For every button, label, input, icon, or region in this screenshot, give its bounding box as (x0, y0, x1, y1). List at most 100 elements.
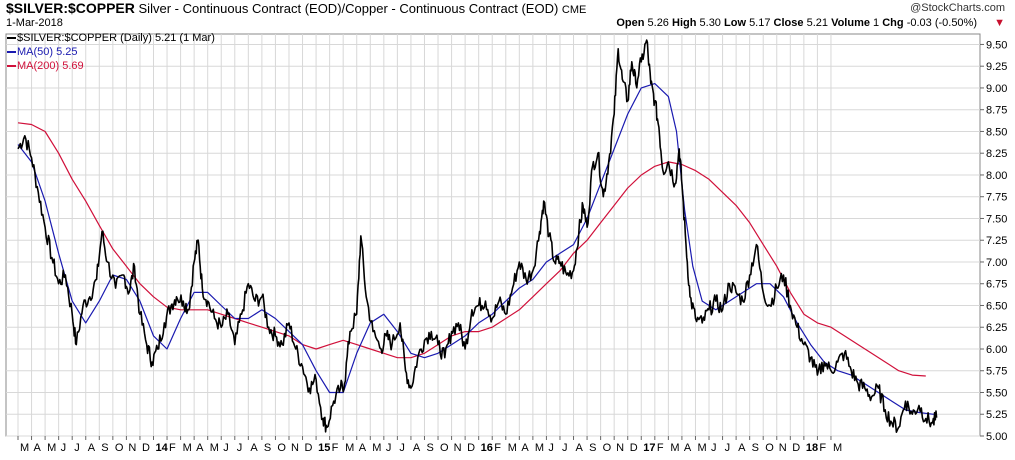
x-tick-label: 16 (481, 442, 493, 454)
y-tick-label: 8.00 (986, 170, 1007, 182)
y-tick-label: 6.50 (986, 300, 1007, 312)
x-tick-label: O (115, 442, 124, 454)
y-tick-label: 6.25 (986, 322, 1007, 334)
x-tick-label: M (20, 442, 29, 454)
x-tick-label: F (657, 442, 664, 454)
y-tick-label: 9.25 (986, 61, 1007, 73)
close-value: 5.21 (806, 17, 828, 29)
x-tick-label: J (237, 442, 243, 454)
y-tick-label: 7.00 (986, 257, 1007, 269)
y-tick-label: 6.75 (986, 279, 1007, 291)
x-tick-label: O (603, 442, 612, 454)
volume-value: 1 (873, 17, 880, 29)
legend-ma200-label: MA(200) 5.69 (17, 60, 84, 72)
high-label: High (672, 17, 697, 29)
legend-price-label: $SILVER:$COPPER (Daily) 5.21 (1 Mar) (17, 32, 215, 44)
x-tick-label: M (670, 442, 679, 454)
x-tick-label: A (413, 442, 421, 454)
x-tick-label: F (169, 442, 176, 454)
y-tick-label: 8.50 (986, 126, 1007, 138)
x-tick-label: F (332, 442, 339, 454)
x-tick-label: A (34, 442, 42, 454)
x-tick-label: N (616, 442, 624, 454)
x-tick-label: A (196, 442, 204, 454)
x-tick-label: N (454, 442, 462, 454)
legend-ma50: MA(50) 5.25 (7, 46, 78, 58)
x-tick-label: M (697, 442, 706, 454)
legend-ma200: MA(200) 5.69 (7, 60, 84, 72)
price-line (17, 39, 938, 433)
x-tick-label: S (426, 442, 433, 454)
legend-price: $SILVER:$COPPER (Daily) 5.21 (1 Mar) (7, 32, 215, 44)
series-layer (17, 39, 938, 433)
y-tick-label: 5.25 (986, 409, 1007, 421)
y-tick-label: 7.75 (986, 192, 1007, 204)
x-tick-label: M (508, 442, 517, 454)
y-tick-label: 5.50 (986, 387, 1007, 399)
x-tick-label: D (630, 442, 638, 454)
close-label: Close (773, 17, 804, 29)
x-tick-label: J (386, 442, 392, 454)
chg-down-arrow-icon: ▼ (994, 17, 1005, 29)
x-tick-label: J (725, 442, 731, 454)
x-tick-label: F (494, 442, 501, 454)
x-tick-label: A (359, 442, 367, 454)
open-label: Open (616, 17, 645, 29)
high-value: 5.30 (699, 17, 721, 29)
x-tick-label: D (792, 442, 800, 454)
plot-frame (5, 33, 981, 437)
x-tick-label: D (305, 442, 313, 454)
x-tick-label: N (291, 442, 299, 454)
chart-header: $SILVER:$COPPER Silver - Continuous Cont… (6, 0, 586, 16)
y-tick-label: 8.75 (986, 105, 1007, 117)
y-tick-label: 6.00 (986, 344, 1007, 356)
volume-label: Volume (831, 17, 870, 29)
chart-symbol: $SILVER:$COPPER (6, 0, 135, 16)
legend-ma50-label: MA(50) 5.25 (17, 46, 78, 58)
x-tick-label: D (142, 442, 150, 454)
x-tick-label: 14 (155, 442, 168, 454)
x-tick-label: J (61, 442, 67, 454)
ohlc-readout: Open 5.26 High 5.30 Low 5.17 Close 5.21 … (616, 17, 977, 29)
x-tick-label: N (128, 442, 136, 454)
ma50-line (17, 83, 937, 415)
x-tick-label: N (779, 442, 787, 454)
x-tick-label: M (183, 442, 192, 454)
x-tick-label: M (47, 442, 56, 454)
x-tick-label: J (223, 442, 229, 454)
x-tick-label: J (74, 442, 80, 454)
chart-date: 1-Mar-2018 (6, 17, 63, 29)
x-tick-label: M (210, 442, 219, 454)
x-tick-label: 17 (643, 442, 655, 454)
open-value: 5.26 (647, 17, 669, 29)
x-tick-label: S (101, 442, 108, 454)
y-tick-label: 7.50 (986, 213, 1007, 225)
legend-ma200-swatch (7, 65, 16, 68)
y-axis: 5.00 5.25 5.50 5.75 6.00 6.25 6.50 6.75 7.00 7.25… (980, 39, 1007, 443)
y-tick-label: 9.00 (986, 83, 1007, 95)
x-tick-label: M (372, 442, 381, 454)
chart-grid (5, 33, 981, 437)
x-tick-label: A (738, 442, 746, 454)
x-tick-label: S (752, 442, 759, 454)
y-tick-label: 8.25 (986, 148, 1007, 160)
x-axis: M A M J J A S O N D 14 F M A M J J A S O N D 15 F M A M J J A S O N D 16 F M… (17, 436, 842, 454)
x-tick-label: J (548, 442, 554, 454)
y-tick-label: 5.75 (986, 366, 1007, 378)
chart-description: Silver - Continuous Contract (EOD)/Coppe… (138, 1, 559, 16)
chg-value: -0.03 (-0.50%) (906, 17, 977, 29)
x-tick-label: J (399, 442, 405, 454)
legend-ma50-swatch (7, 51, 16, 54)
y-tick-label: 7.25 (986, 235, 1007, 247)
x-tick-label: M (345, 442, 354, 454)
y-tick-label: 5.00 (986, 431, 1007, 443)
x-tick-label: S (589, 442, 596, 454)
x-tick-label: 18 (806, 442, 818, 454)
ma200-line (17, 122, 926, 377)
chart-exchange: CME (561, 4, 587, 16)
x-tick-label: J (562, 442, 568, 454)
brand-link[interactable]: @StockCharts.com (910, 2, 1005, 14)
x-tick-label: A (521, 442, 529, 454)
x-tick-label: S (264, 442, 271, 454)
